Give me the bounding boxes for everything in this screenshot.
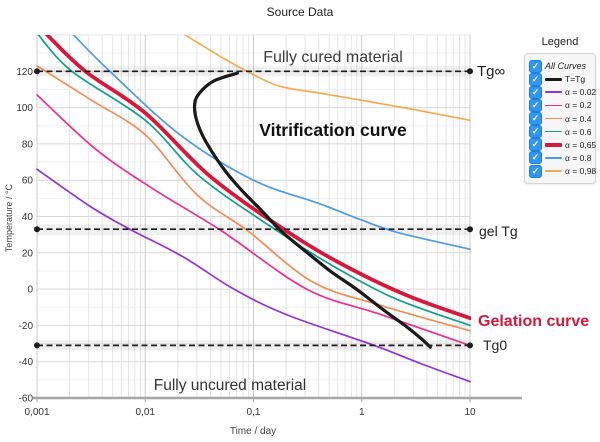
checkbox-checked-icon[interactable]: ✓: [529, 151, 542, 165]
x-axis-title: Time / day: [229, 426, 277, 437]
y-axis-title: Temperature / °C: [4, 183, 14, 253]
y-tick-label: 20: [22, 248, 34, 259]
checkbox-checked-icon[interactable]: ✓: [529, 164, 542, 178]
legend-item-α = 0.6[interactable]: ✓ α = 0.6: [529, 125, 592, 139]
y-tick-label: -20: [19, 321, 34, 332]
curves: [36, 35, 471, 383]
curve-α = 0.02: [36, 168, 471, 383]
legend-item-α = 0,98[interactable]: ✓ α = 0,98: [529, 164, 596, 178]
legend-item-α = 0.4[interactable]: ✓ α = 0.4: [529, 112, 592, 125]
legend-swatch: [545, 104, 562, 107]
curve-α = 0.2: [36, 94, 471, 347]
legend-item-α = 0.2[interactable]: ✓ α = 0.2: [529, 98, 592, 112]
label-tg0: Tg0: [483, 337, 508, 353]
checkbox-checked-icon[interactable]: ✓: [529, 98, 542, 112]
x-tick-label: 0,01: [136, 407, 156, 418]
dashed-line-dot: [34, 226, 40, 233]
x-tick-label: 0,1: [247, 407, 261, 418]
curve-T=Tg: [192, 71, 432, 349]
y-tick-label: 80: [22, 139, 34, 150]
legend-swatch: [545, 77, 562, 81]
x-tick-label: 1: [359, 407, 365, 418]
dashed-line-dot: [467, 226, 473, 233]
legend-item-label: α = 0.8: [565, 152, 592, 163]
label-gel-tg: gel Tg: [479, 223, 518, 239]
legend-item-α = 0.8[interactable]: ✓ α = 0.8: [529, 151, 592, 165]
legend-title: Legend: [541, 36, 579, 48]
x-tick-label: 10: [464, 407, 476, 418]
curve-α = 0,98: [183, 35, 471, 122]
dashed-line-dot: [34, 68, 40, 75]
curve-α = 0.4: [36, 65, 471, 332]
y-tick-label: 120: [16, 67, 33, 78]
legend-item-label: α = 0,65: [565, 139, 597, 150]
x-tick-label: 0,001: [24, 407, 49, 418]
legend-item-label: All Curves: [545, 61, 587, 71]
y-tick-label: 0: [27, 285, 33, 296]
legend-item-All Curves[interactable]: ✓ All Curves: [529, 59, 591, 73]
y-tick-label: 60: [22, 176, 34, 187]
legend-item-label: α = 0.6: [565, 126, 592, 137]
legend-item-label: T=Tg: [565, 74, 586, 85]
label-tg-infinity: Tg∞: [477, 63, 506, 80]
annotation-fully-cured: Fully cured material: [263, 49, 403, 66]
dashed-line-dot: [467, 342, 473, 349]
legend-swatch: [545, 130, 562, 133]
legend-panel: ✓ All Curves ✓ T=Tg ✓ α = 0.02 ✓ α = 0.2 ✓ α = 0.…: [524, 53, 596, 184]
reference-band: [37, 340, 470, 351]
checkbox-checked-icon[interactable]: ✓: [529, 125, 542, 139]
checkbox-checked-icon[interactable]: ✓: [529, 138, 542, 152]
legend-item-label: α = 0,98: [565, 166, 597, 176]
y-tick-label: -60: [19, 394, 34, 405]
legend-swatch: [545, 91, 562, 94]
chart-title: Source Data: [266, 5, 334, 19]
annotation-vitrification: Vitrification curve: [259, 120, 407, 140]
y-tick-label: 40: [22, 212, 34, 223]
checkbox-checked-icon[interactable]: ✓: [529, 72, 542, 86]
legend-item-label: α = 0.4: [565, 113, 592, 124]
legend-item-label: α = 0.2: [565, 100, 592, 111]
legend-swatch: [545, 142, 562, 147]
annotation-fully-uncured: Fully uncured material: [153, 377, 307, 394]
checkbox-checked-icon[interactable]: ✓: [529, 59, 542, 73]
curve-α = 0.6: [37, 35, 471, 327]
legend-item-label: α = 0.02: [565, 87, 597, 98]
y-tick-label: 100: [16, 103, 33, 114]
reference-band: [37, 224, 470, 235]
reference-band: [37, 66, 470, 77]
dashed-line-dot: [467, 68, 473, 75]
legend-item-α = 0.02[interactable]: ✓ α = 0.02: [529, 85, 596, 99]
curve-α = 0,65: [44, 35, 471, 320]
curve-α = 0.8: [72, 35, 471, 251]
legend-item-α = 0,65[interactable]: ✓ α = 0,65: [529, 138, 596, 152]
y-tick-label: -40: [19, 357, 34, 368]
legend-swatch: [545, 170, 562, 172]
dashed-line-dot: [34, 342, 40, 349]
legend-swatch: [545, 117, 562, 120]
annotation-gelation-curve: Gelation curve: [478, 313, 590, 330]
checkbox-checked-icon[interactable]: ✓: [529, 112, 542, 125]
checkbox-checked-icon[interactable]: ✓: [529, 85, 542, 99]
legend-swatch: [545, 157, 562, 159]
legend-item-T=Tg[interactable]: ✓ T=Tg: [529, 72, 591, 86]
